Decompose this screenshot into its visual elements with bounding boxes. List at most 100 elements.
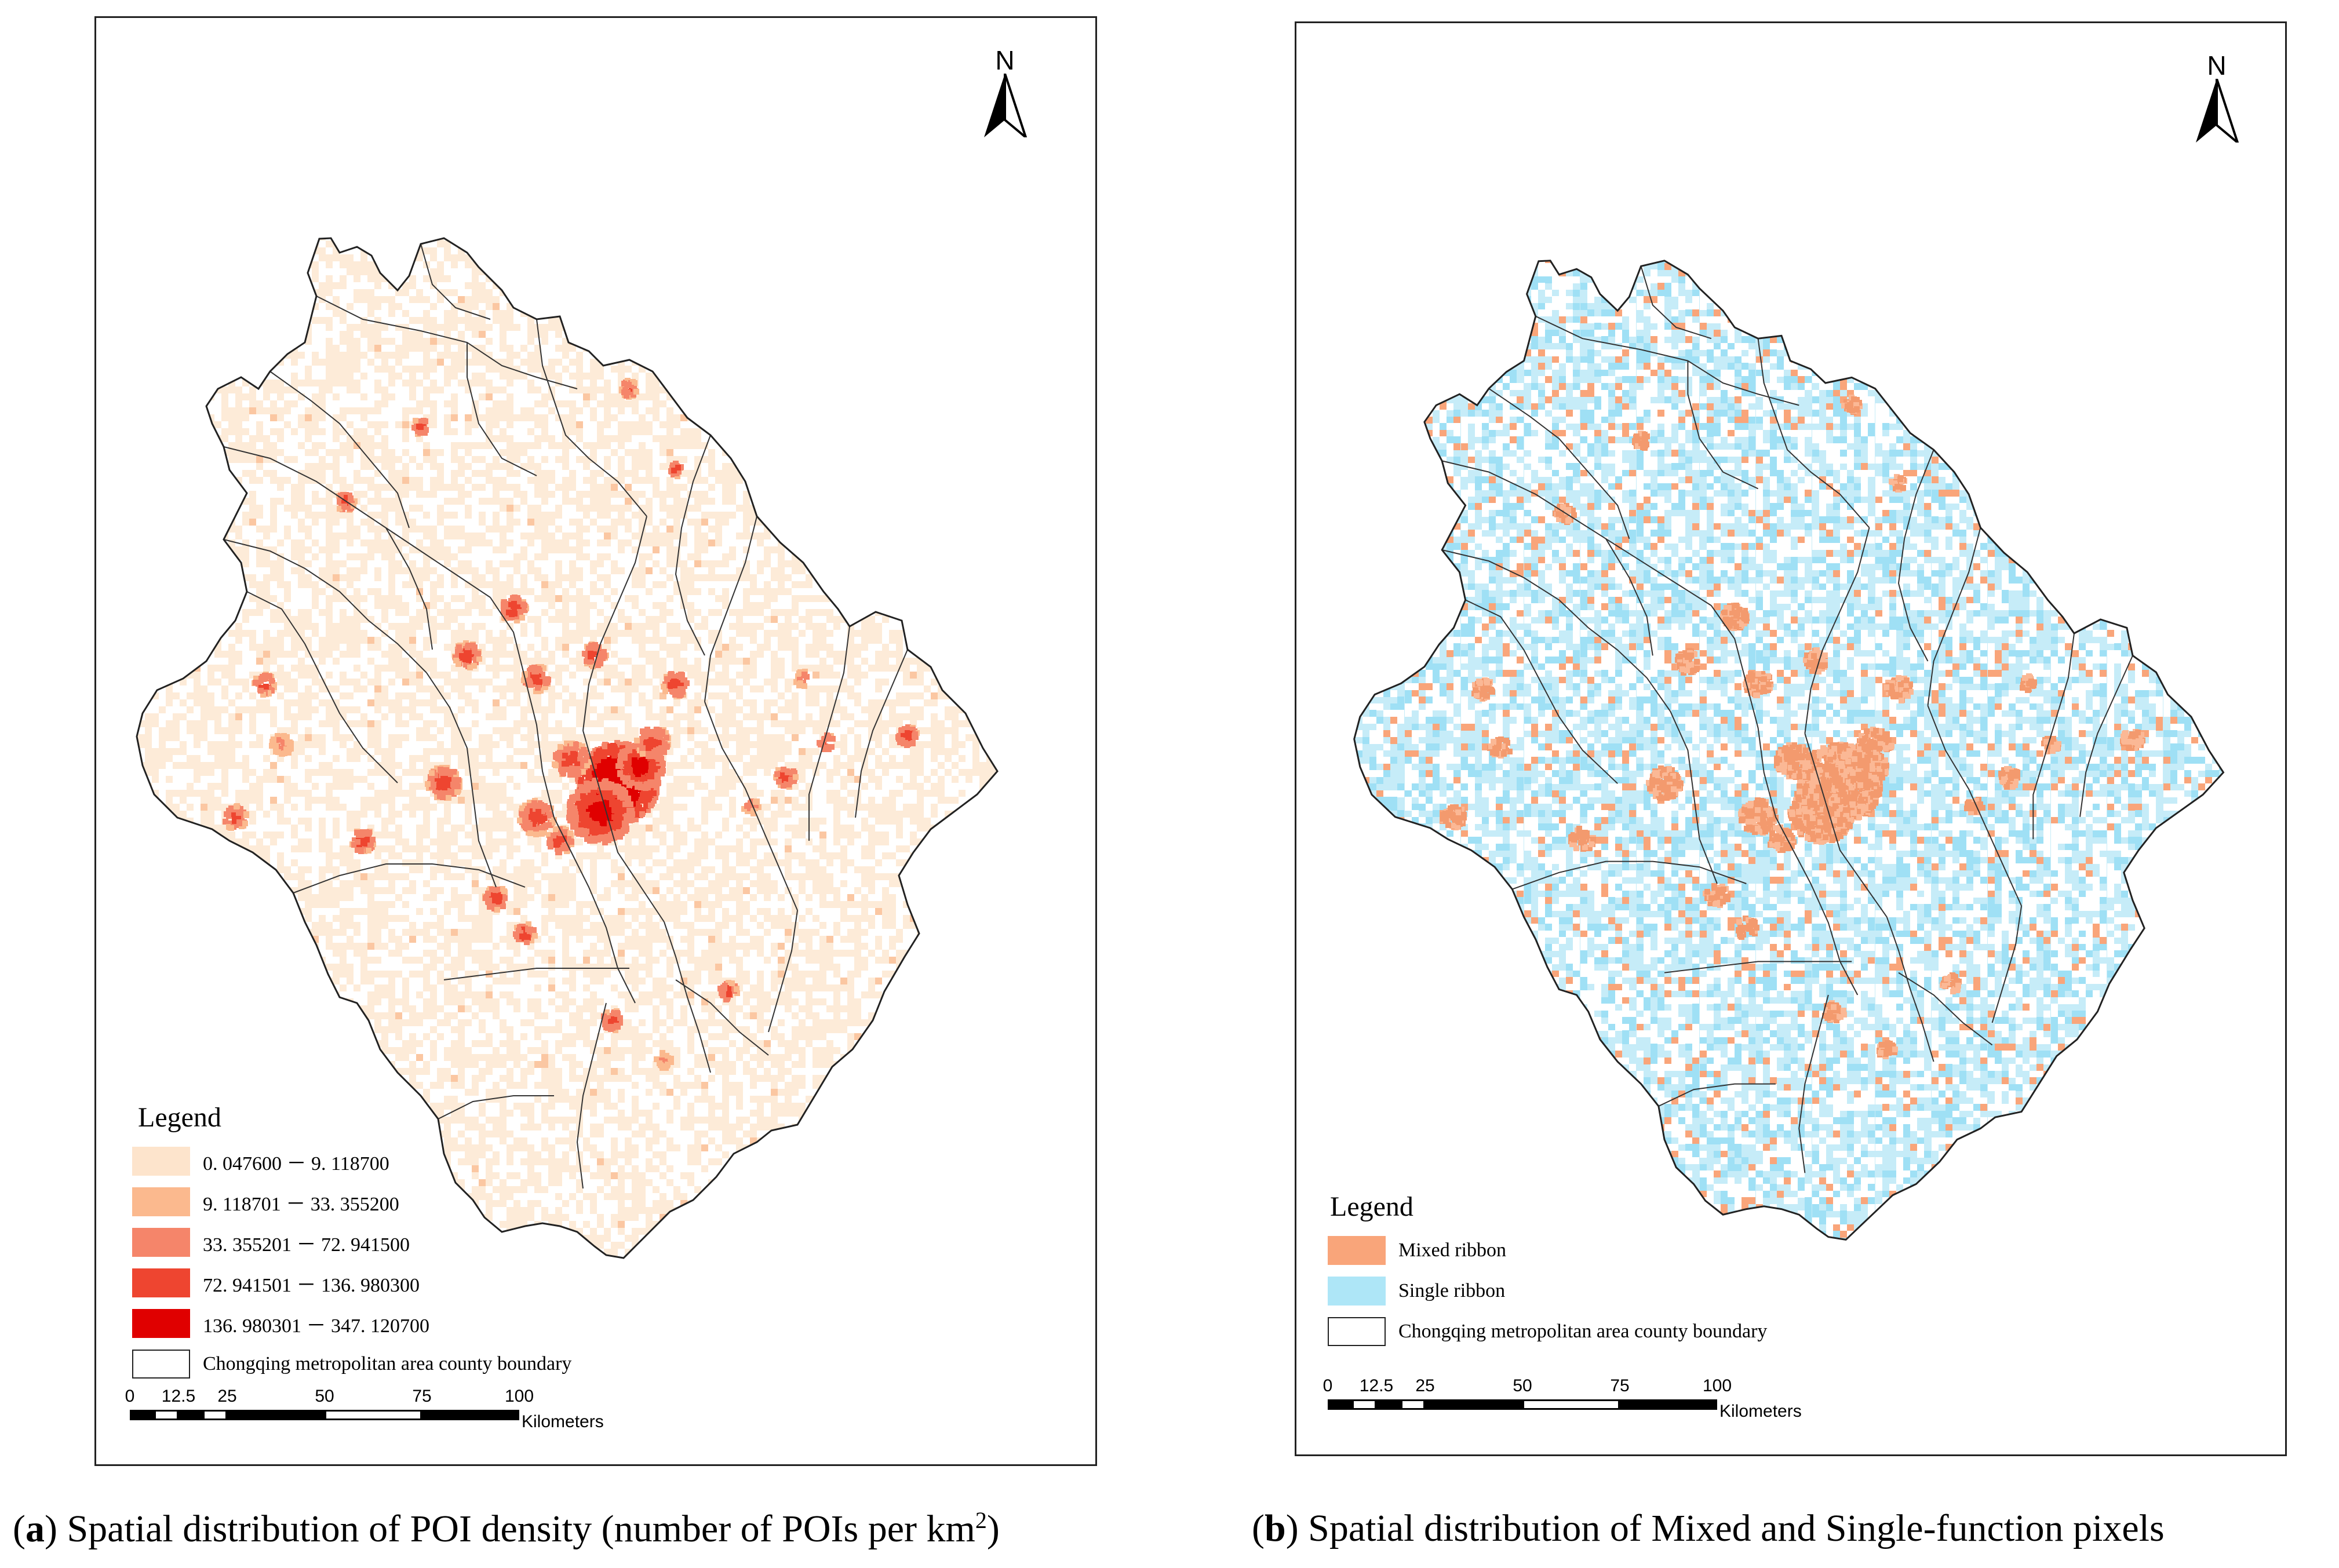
scale-tick: 25 [217,1387,236,1406]
caption-letter: b [1265,1507,1286,1549]
scale-tick: 50 [315,1387,334,1406]
scale-tick: 100 [505,1387,534,1406]
metropolitan-area-outline [136,237,999,1259]
scale-tick: 0 [1323,1376,1333,1396]
county-boundary-line [1798,994,1829,1173]
caption-b: (b) Spatial distribution of Mixed and Si… [1252,1507,2165,1551]
legend-swatch [132,1268,190,1297]
county-boundary-line [704,516,757,702]
north-arrow-icon [2196,78,2240,146]
county-boundary-line [420,243,491,320]
county-boundary-line [1775,816,1859,996]
scale-tick: 50 [1513,1376,1532,1396]
legend-item: Chongqing metropolitan area county bound… [1328,1311,1767,1352]
county-boundaries [223,243,908,1189]
caption-a: (a) Spatial distribution of POI density … [13,1507,1000,1551]
county-boundary-line [1757,338,1870,528]
north-label: N [982,47,1028,74]
scale-tick: 75 [1610,1376,1629,1396]
legend-swatch [132,1187,190,1216]
legend-label: 0. 047600 － 9. 118700 [203,1147,389,1176]
legend-item: 9. 118701 － 33. 355200 [132,1182,571,1222]
legend-swatch [1328,1236,1386,1265]
legend-item: 72. 941501 － 136. 980300 [132,1263,571,1303]
poi-density-map [136,237,999,1259]
scale-unit: Kilometers [1719,1402,1802,1421]
county-boundary-line [1488,388,1630,539]
legend-swatch [1328,1317,1386,1346]
county-boundary-line [1886,917,1934,1062]
county-boundary-line [768,910,798,1033]
county-boundary-line [1898,972,1993,1046]
county-boundary-line [675,979,769,1056]
north-arrow: N [982,47,1029,141]
county-boundary-line [1991,906,2023,1023]
legend-title: Legend [138,1102,571,1134]
county-boundary-line [1646,677,1718,884]
legend-item: Single ribbon [1328,1271,1767,1311]
county-boundary-line [1710,605,1776,818]
scale-tick: 75 [412,1387,431,1406]
north-label: N [2194,52,2240,79]
legend-item: Chongqing metropolitan area county bound… [132,1344,571,1384]
county-boundaries [1441,266,2133,1173]
county-boundary-line [808,626,850,841]
county-boundary-line [1664,961,1852,973]
county-boundary-line [704,701,798,911]
county-boundary-line [664,921,711,1073]
legend: Legend Mixed ribbon Single ribbon Chongq… [1328,1191,1767,1352]
county-boundary-line [675,435,711,656]
legend-label: 72. 941501 － 136. 980300 [203,1269,420,1297]
scale-tick: 12.5 [1360,1376,1393,1396]
legend-item: 0. 047600 － 9. 118700 [132,1141,571,1182]
legend-label: Chongqing metropolitan area county bound… [1398,1321,1767,1343]
density-hotspots [220,378,920,1071]
legend-swatch [132,1147,190,1176]
county-boundary-line [582,730,665,922]
scale-tick: 0 [125,1387,135,1406]
legend-label: Chongqing metropolitan area county bound… [203,1353,571,1375]
legend-label: Mixed ribbon [1398,1239,1506,1261]
legend-swatch [1328,1277,1386,1306]
legend: Legend 0. 047600 － 9. 118700 9. 118701 －… [132,1102,571,1384]
map-panel-mixed-single: N Legend Mixed ribbon Single ribbon Chon… [1295,21,2287,1456]
mixed-clusters [1437,393,2145,1059]
county-boundary-line [490,597,555,818]
legend-label: Single ribbon [1398,1280,1505,1302]
caption-letter: a [25,1508,45,1550]
legend-swatch [132,1228,190,1257]
caption-superscript: 2 [975,1507,987,1533]
county-boundary-line [855,649,908,818]
county-boundary-line [1658,1083,1776,1107]
county-boundary-line [1897,449,1934,662]
county-boundary-line [1512,860,1747,890]
county-boundary-line [582,516,647,731]
metropolitan-area-outline [1353,260,2225,1241]
county-boundary-line [1465,599,1618,784]
county-boundary-line [438,1095,554,1120]
caption-text: ) Spatial distribution of Mixed and Sing… [1286,1507,2165,1549]
scale-bar: 0 12.5 25 50 75 100 Kilometers [125,1387,604,1439]
county-boundary-line [536,319,647,517]
map-panel-poi-density: N Legend 0. 047600 － 9. 118700 9. 118701… [94,16,1097,1466]
scale-tick: 100 [1703,1376,1732,1396]
county-boundary-line [467,342,537,476]
county-boundary-line [1605,538,1653,656]
scale-tick: 12.5 [162,1387,195,1406]
county-boundary-line [269,371,410,528]
county-boundary-line [2032,633,2075,840]
legend-swatch [132,1350,190,1379]
legend-label: 33. 355201 － 72. 941500 [203,1228,410,1257]
legend-item: 136. 980301 － 347. 120700 [132,1303,571,1344]
legend-item: 33. 355201 － 72. 941500 [132,1222,571,1263]
county-boundary-line [1804,733,1888,918]
scale-bar: 0 12.5 25 50 75 100 Kilometers [1323,1376,1802,1428]
caption-text: ) Spatial distribution of POI density (n… [45,1508,975,1550]
county-boundary-line [1687,360,1759,490]
county-boundary-line [2079,655,2133,817]
county-boundary-line [576,1002,607,1189]
legend-title: Legend [1330,1191,1767,1223]
county-boundary-line [1804,527,1870,734]
county-boundary-line [1441,549,1648,679]
scale-unit: Kilometers [522,1412,604,1432]
